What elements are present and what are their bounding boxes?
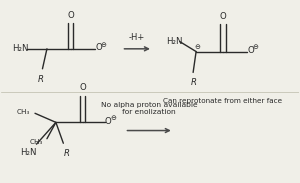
Text: O: O	[68, 11, 74, 20]
Text: ⊖: ⊖	[101, 42, 106, 48]
Text: ⊖: ⊖	[253, 44, 259, 50]
Text: Can reprotonate from either face: Can reprotonate from either face	[164, 98, 283, 104]
Text: R: R	[38, 75, 44, 84]
Text: ⊖: ⊖	[110, 115, 116, 121]
Text: for enolization: for enolization	[122, 109, 176, 115]
Text: O: O	[104, 117, 111, 126]
Text: ⊖: ⊖	[194, 44, 200, 50]
Text: O: O	[220, 12, 226, 21]
Text: H₂N: H₂N	[12, 44, 29, 53]
Text: R: R	[191, 78, 197, 87]
Text: CH₃: CH₃	[16, 109, 30, 115]
Text: O: O	[247, 46, 254, 55]
Text: O: O	[80, 83, 86, 92]
Text: H₂N: H₂N	[166, 37, 183, 46]
Text: No alpha proton available: No alpha proton available	[101, 102, 197, 109]
Text: O: O	[95, 43, 102, 52]
Text: CH₃: CH₃	[30, 139, 43, 145]
Text: R: R	[63, 149, 69, 158]
Text: -H+: -H+	[128, 33, 145, 42]
Text: H₂N: H₂N	[20, 148, 36, 157]
